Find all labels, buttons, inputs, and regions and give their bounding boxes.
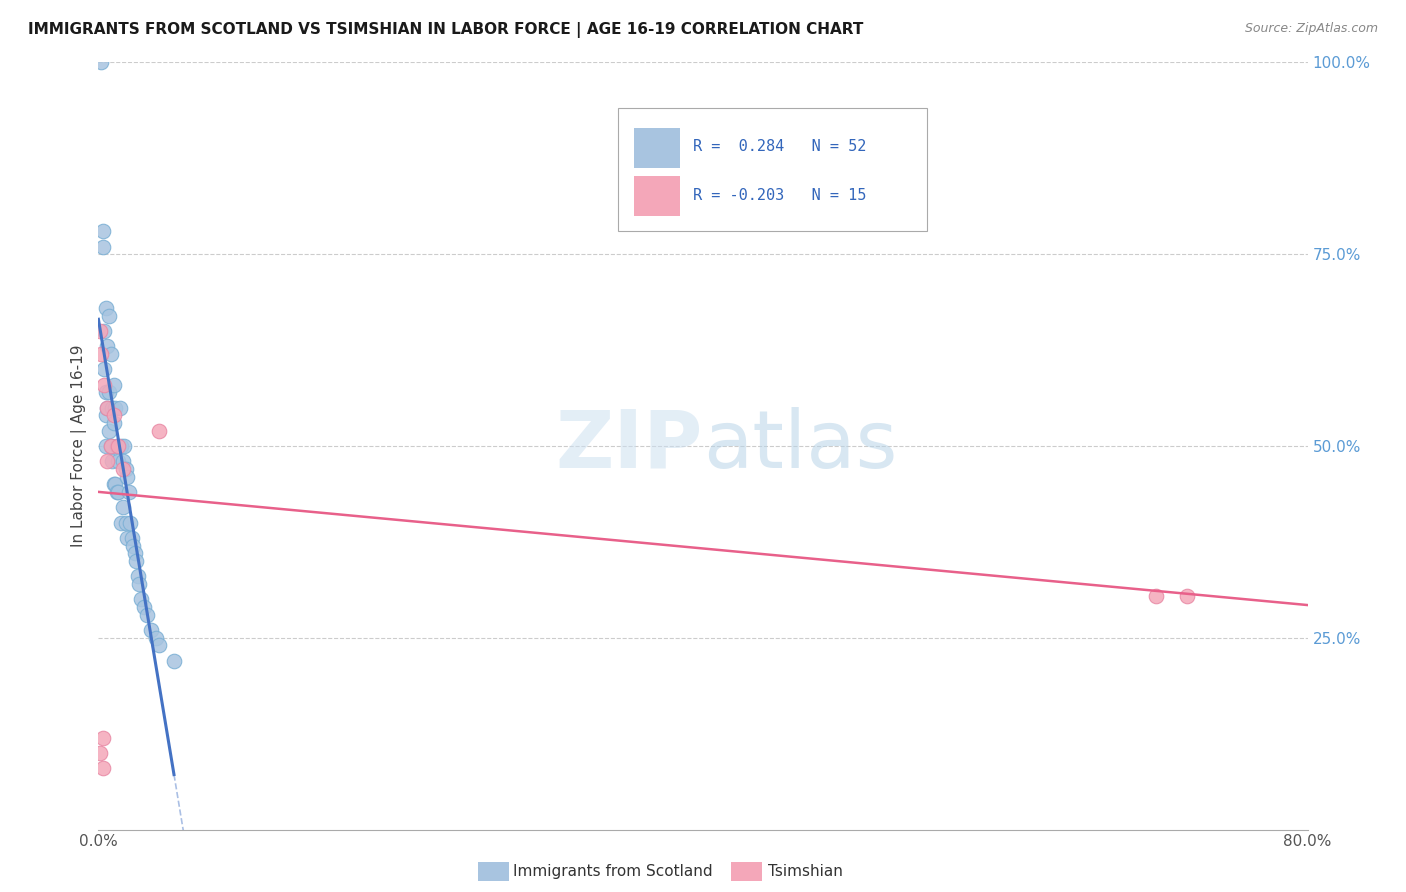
Point: [100, 347, 122, 361]
Point: [148, 639, 170, 653]
Point: [114, 516, 136, 530]
Point: [108, 401, 131, 415]
Point: [98, 309, 121, 323]
Point: [114, 462, 136, 476]
Point: [96, 339, 118, 353]
Point: [111, 462, 134, 476]
Point: [90, 55, 112, 70]
Point: [103, 416, 125, 430]
Point: [93, 324, 115, 338]
Point: [98, 385, 121, 400]
Text: R =  0.284   N = 52: R = 0.284 N = 52: [693, 139, 866, 154]
Point: [89, 324, 111, 338]
Point: [103, 377, 125, 392]
Point: [120, 516, 142, 530]
Point: [101, 454, 124, 468]
Point: [115, 531, 138, 545]
Point: [145, 631, 167, 645]
Text: IMMIGRANTS FROM SCOTLAND VS TSIMSHIAN IN LABOR FORCE | AGE 16-19 CORRELATION CHA: IMMIGRANTS FROM SCOTLAND VS TSIMSHIAN IN…: [28, 22, 863, 38]
Text: R = -0.203   N = 15: R = -0.203 N = 15: [693, 188, 866, 203]
Point: [103, 409, 125, 423]
Point: [148, 424, 170, 438]
Point: [94, 301, 117, 315]
Point: [96, 401, 118, 415]
Y-axis label: In Labor Force | Age 16-19: In Labor Force | Age 16-19: [72, 344, 87, 548]
Point: [110, 439, 132, 453]
Point: [96, 401, 118, 415]
Point: [91, 224, 114, 238]
Point: [91, 731, 114, 745]
FancyBboxPatch shape: [619, 109, 927, 231]
Point: [128, 577, 150, 591]
Point: [94, 439, 117, 453]
Bar: [634, 176, 681, 216]
Point: [104, 401, 127, 415]
Point: [105, 439, 128, 453]
Point: [100, 439, 122, 453]
Text: Tsimshian: Tsimshian: [768, 864, 842, 879]
Point: [89, 746, 111, 760]
Point: [1175, 589, 1198, 603]
Point: [98, 424, 121, 438]
Point: [107, 454, 129, 468]
Point: [122, 539, 145, 553]
Point: [124, 546, 146, 560]
Point: [110, 516, 132, 530]
Point: [96, 454, 118, 468]
Point: [127, 569, 149, 583]
Point: [90, 347, 112, 361]
Text: Source: ZipAtlas.com: Source: ZipAtlas.com: [1244, 22, 1378, 36]
Point: [100, 439, 122, 453]
Point: [93, 362, 115, 376]
Point: [132, 600, 155, 615]
Point: [94, 385, 117, 400]
Point: [101, 401, 124, 415]
Point: [1144, 589, 1167, 603]
Point: [91, 761, 114, 775]
Point: [107, 439, 129, 453]
Bar: [634, 128, 681, 168]
Text: ZIP: ZIP: [555, 407, 703, 485]
Point: [91, 239, 114, 253]
Point: [111, 454, 134, 468]
Point: [104, 477, 127, 491]
Point: [141, 623, 163, 637]
Point: [94, 409, 117, 423]
Text: atlas: atlas: [703, 407, 897, 485]
Point: [163, 654, 186, 668]
Point: [129, 592, 152, 607]
Point: [115, 469, 138, 483]
Point: [105, 485, 128, 500]
Point: [118, 485, 141, 500]
Point: [111, 500, 134, 515]
Point: [121, 531, 143, 545]
Point: [135, 607, 157, 622]
Point: [107, 485, 129, 500]
Point: [93, 377, 115, 392]
Point: [125, 554, 148, 568]
Point: [112, 439, 135, 453]
Point: [103, 477, 125, 491]
Text: Immigrants from Scotland: Immigrants from Scotland: [513, 864, 713, 879]
